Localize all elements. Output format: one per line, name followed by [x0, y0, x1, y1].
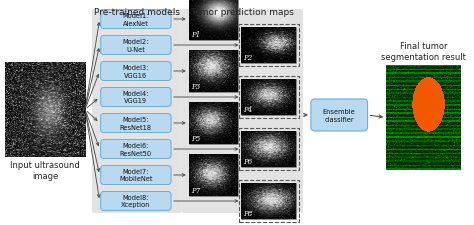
Text: P4: P4: [243, 106, 253, 113]
Bar: [189, 103, 237, 144]
Text: Model4:
VGG19: Model4: VGG19: [123, 91, 149, 104]
Text: P5: P5: [191, 134, 200, 142]
Text: Input ultrasound
image: Input ultrasound image: [10, 160, 80, 180]
Text: Model2:
U-Net: Model2: U-Net: [123, 39, 149, 52]
Text: Model7:
MobileNet: Model7: MobileNet: [119, 169, 153, 182]
Text: Model8:
Xception: Model8: Xception: [121, 195, 151, 208]
Bar: [238, 180, 299, 222]
FancyBboxPatch shape: [92, 10, 182, 213]
Text: Tumor prediction maps: Tumor prediction maps: [191, 8, 294, 17]
FancyBboxPatch shape: [100, 10, 171, 29]
Bar: [241, 183, 296, 219]
Text: Ensemble
classifier: Ensemble classifier: [323, 109, 356, 122]
Bar: [238, 25, 299, 67]
Bar: [189, 51, 237, 93]
Bar: [241, 131, 296, 167]
Bar: [241, 80, 296, 115]
Text: P2: P2: [243, 54, 253, 62]
Bar: [386, 66, 460, 170]
Text: P6: P6: [243, 157, 253, 165]
Bar: [189, 0, 237, 41]
FancyBboxPatch shape: [182, 10, 303, 213]
Text: Model6:
ResNet50: Model6: ResNet50: [120, 143, 152, 156]
FancyBboxPatch shape: [100, 166, 171, 185]
FancyBboxPatch shape: [311, 99, 367, 131]
Text: Model1:
AlexNet: Model1: AlexNet: [123, 14, 149, 26]
FancyBboxPatch shape: [100, 192, 171, 211]
FancyBboxPatch shape: [100, 140, 171, 159]
Bar: [238, 128, 299, 170]
Bar: [238, 77, 299, 119]
Bar: [189, 154, 237, 196]
Text: Model5:
ResNet18: Model5: ResNet18: [120, 117, 152, 130]
FancyBboxPatch shape: [100, 36, 171, 55]
Text: P1: P1: [191, 31, 200, 39]
Text: P8: P8: [243, 209, 253, 217]
Text: P3: P3: [191, 83, 200, 91]
FancyBboxPatch shape: [100, 88, 171, 107]
Bar: [241, 28, 296, 64]
Text: P7: P7: [191, 186, 200, 194]
Text: Pre-trained models: Pre-trained models: [94, 8, 180, 17]
Text: Final tumor
segmentation result: Final tumor segmentation result: [381, 42, 465, 62]
FancyBboxPatch shape: [100, 62, 171, 81]
Text: Model3:
VGG16: Model3: VGG16: [123, 65, 149, 78]
FancyBboxPatch shape: [100, 114, 171, 133]
